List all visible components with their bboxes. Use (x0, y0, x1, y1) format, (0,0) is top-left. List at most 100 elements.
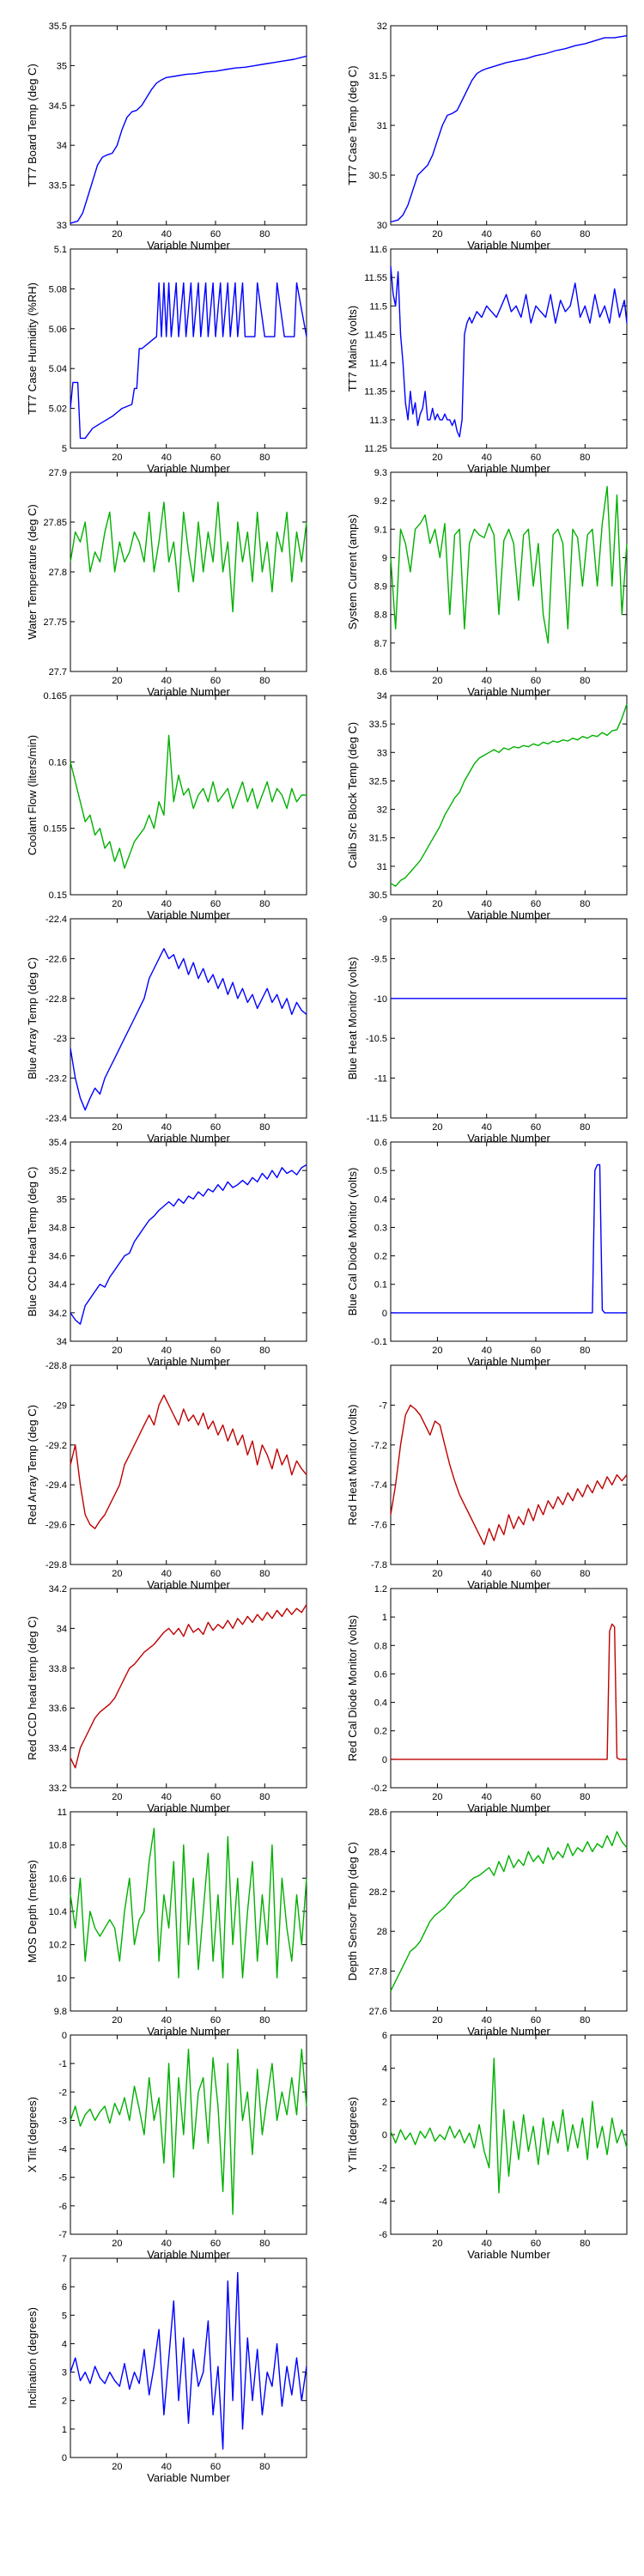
x-tick-label: 20 (112, 1346, 122, 1356)
x-tick-label: 80 (259, 1569, 270, 1579)
y-tick-label: 33.5 (49, 181, 67, 191)
x-axis-label: Variable Number (467, 908, 550, 921)
series-line (70, 501, 307, 613)
y-tick-label: 34.2 (49, 1309, 67, 1319)
x-tick-label: 60 (531, 1569, 541, 1579)
y-tick-label: 0.5 (374, 1166, 387, 1176)
x-axis-label: Variable Number (467, 2025, 550, 2038)
y-tick-label: 31.5 (369, 71, 387, 82)
y-tick-label: 8.6 (374, 667, 387, 677)
y-tick-label: -29.6 (46, 1521, 67, 1531)
series-line (390, 34, 628, 223)
y-axis-label: Blue CCD Head Temp (deg C) (26, 1167, 39, 1317)
series-line (390, 1404, 628, 1546)
y-tick-label: 32.5 (369, 776, 387, 787)
x-tick-label: 60 (210, 2239, 221, 2249)
x-tick-label: 40 (482, 1122, 492, 1133)
x-tick-label: 20 (432, 229, 442, 240)
series-line (70, 734, 307, 869)
y-axis-label: TT7 Mains (volts) (346, 306, 359, 392)
y-tick-label: 28.4 (369, 1847, 387, 1857)
x-tick-label: 40 (482, 1569, 492, 1579)
y-tick-label: 34 (57, 1624, 67, 1634)
plot-frame (390, 1364, 628, 1565)
y-tick-label: 34.4 (49, 1280, 67, 1291)
x-tick-label: 60 (210, 2015, 221, 2026)
x-tick-label: 60 (531, 1122, 541, 1133)
y-tick-label: 27.8 (369, 1967, 387, 1978)
x-tick-label: 60 (531, 2239, 541, 2249)
y-axis-label: Inclination (degrees) (26, 2307, 39, 2409)
x-axis-label: Variable Number (147, 1801, 230, 1814)
series-line (391, 1163, 627, 1314)
y-tick-label: -7 (58, 2230, 67, 2240)
y-tick-label: 34.2 (49, 1584, 67, 1595)
x-tick-label: 40 (482, 1792, 492, 1802)
x-tick-label: 80 (580, 453, 590, 463)
y-tick-label: 33.6 (49, 1704, 67, 1714)
y-tick-label: 27.8 (49, 568, 67, 578)
x-tick-label: 20 (112, 899, 122, 909)
plot-frame (70, 1141, 307, 1342)
x-tick-label: 60 (531, 453, 541, 463)
x-tick-label: 80 (580, 2239, 590, 2249)
y-tick-label: 5.02 (49, 404, 67, 415)
y-tick-label: 34.5 (49, 101, 67, 112)
x-tick-label: 20 (432, 2015, 442, 2026)
y-axis-label: MOS Depth (meters) (26, 1860, 39, 1963)
y-tick-label: 31 (377, 121, 387, 131)
x-axis-label: Variable Number (147, 2471, 230, 2484)
y-tick-label: 6 (62, 2282, 67, 2293)
y-tick-label: -23.2 (46, 1074, 67, 1084)
y-tick-label: 8.8 (374, 611, 387, 621)
chart-panel-14: -7.8 -7.6 -7.4 -7.2 -7 20 40 60 80 Variable Numbe… (346, 1364, 628, 1591)
chart-panel-11: 34 34.2 34.4 34.6 34.8 35 35.2 35.4 20 40 60 80 Vari… (26, 1138, 307, 1368)
y-tick-label: -9.5 (371, 954, 387, 964)
y-tick-label: -23 (53, 1034, 67, 1044)
y-tick-label: 0 (62, 2453, 67, 2464)
y-axis-label: Y Tilt (degrees) (346, 2097, 359, 2172)
y-tick-label: 0 (382, 2130, 387, 2141)
x-axis-label: Variable Number (467, 239, 550, 252)
plot-frame (390, 471, 628, 672)
chart-panel-21: 0 1 2 3 4 5 6 7 20 40 60 80 Variable Number Inclinati… (26, 2254, 307, 2484)
y-tick-label: 3 (62, 2368, 67, 2379)
y-axis-label: TT7 Case Temp (deg C) (346, 65, 359, 185)
plot-frame (390, 25, 628, 226)
plot-frame (70, 918, 307, 1119)
y-tick-label: 10.8 (49, 1841, 67, 1851)
x-tick-label: 20 (432, 2239, 442, 2249)
y-tick-label: 34 (377, 691, 387, 702)
y-tick-label: 0.2 (374, 1727, 387, 1737)
chart-panel-5: 27.7 27.75 27.8 27.85 27.9 20 40 60 80 Variable N… (26, 468, 307, 698)
y-tick-label: 9.3 (374, 468, 387, 478)
x-tick-label: 20 (112, 229, 122, 240)
x-axis-label: Variable Number (467, 1801, 550, 1814)
y-tick-label: 33.2 (49, 1783, 67, 1794)
y-axis-label: Water Temperature (deg C) (26, 504, 39, 640)
chart-panel-17: 9.8 10 10.2 10.4 10.6 10.8 11 20 40 60 80 Variable … (26, 1807, 307, 2038)
y-tick-label: 9.2 (374, 496, 387, 507)
y-axis-label: Depth Sensor Temp (deg C) (346, 1842, 359, 1981)
x-tick-label: 80 (259, 453, 270, 463)
x-axis-label: Variable Number (147, 685, 230, 698)
x-tick-label: 20 (432, 676, 442, 686)
x-axis-label: Variable Number (467, 685, 550, 698)
y-tick-label: -22.6 (46, 954, 67, 964)
y-tick-label: 10.4 (49, 1907, 67, 1917)
y-tick-label: 34.6 (49, 1252, 67, 1262)
y-tick-label: -2 (58, 2087, 67, 2098)
y-tick-label: -22.8 (46, 994, 67, 1005)
x-tick-label: 20 (112, 2462, 122, 2472)
y-tick-label: 35 (57, 1194, 67, 1205)
x-axis-label: Variable Number (147, 2025, 230, 2038)
y-tick-label: 35.4 (49, 1138, 67, 1148)
y-tick-label: -3 (58, 2116, 67, 2126)
x-tick-label: 80 (259, 229, 270, 240)
y-tick-label: 33 (57, 221, 67, 231)
y-tick-label: -7.6 (371, 1521, 387, 1531)
chart-panel-8: 30.5 31 31.5 32 32.5 33 33.5 34 20 40 60 80 Variable… (346, 691, 628, 921)
x-tick-label: 40 (161, 899, 172, 909)
plot-frame (390, 918, 628, 1119)
x-tick-label: 60 (210, 899, 221, 909)
